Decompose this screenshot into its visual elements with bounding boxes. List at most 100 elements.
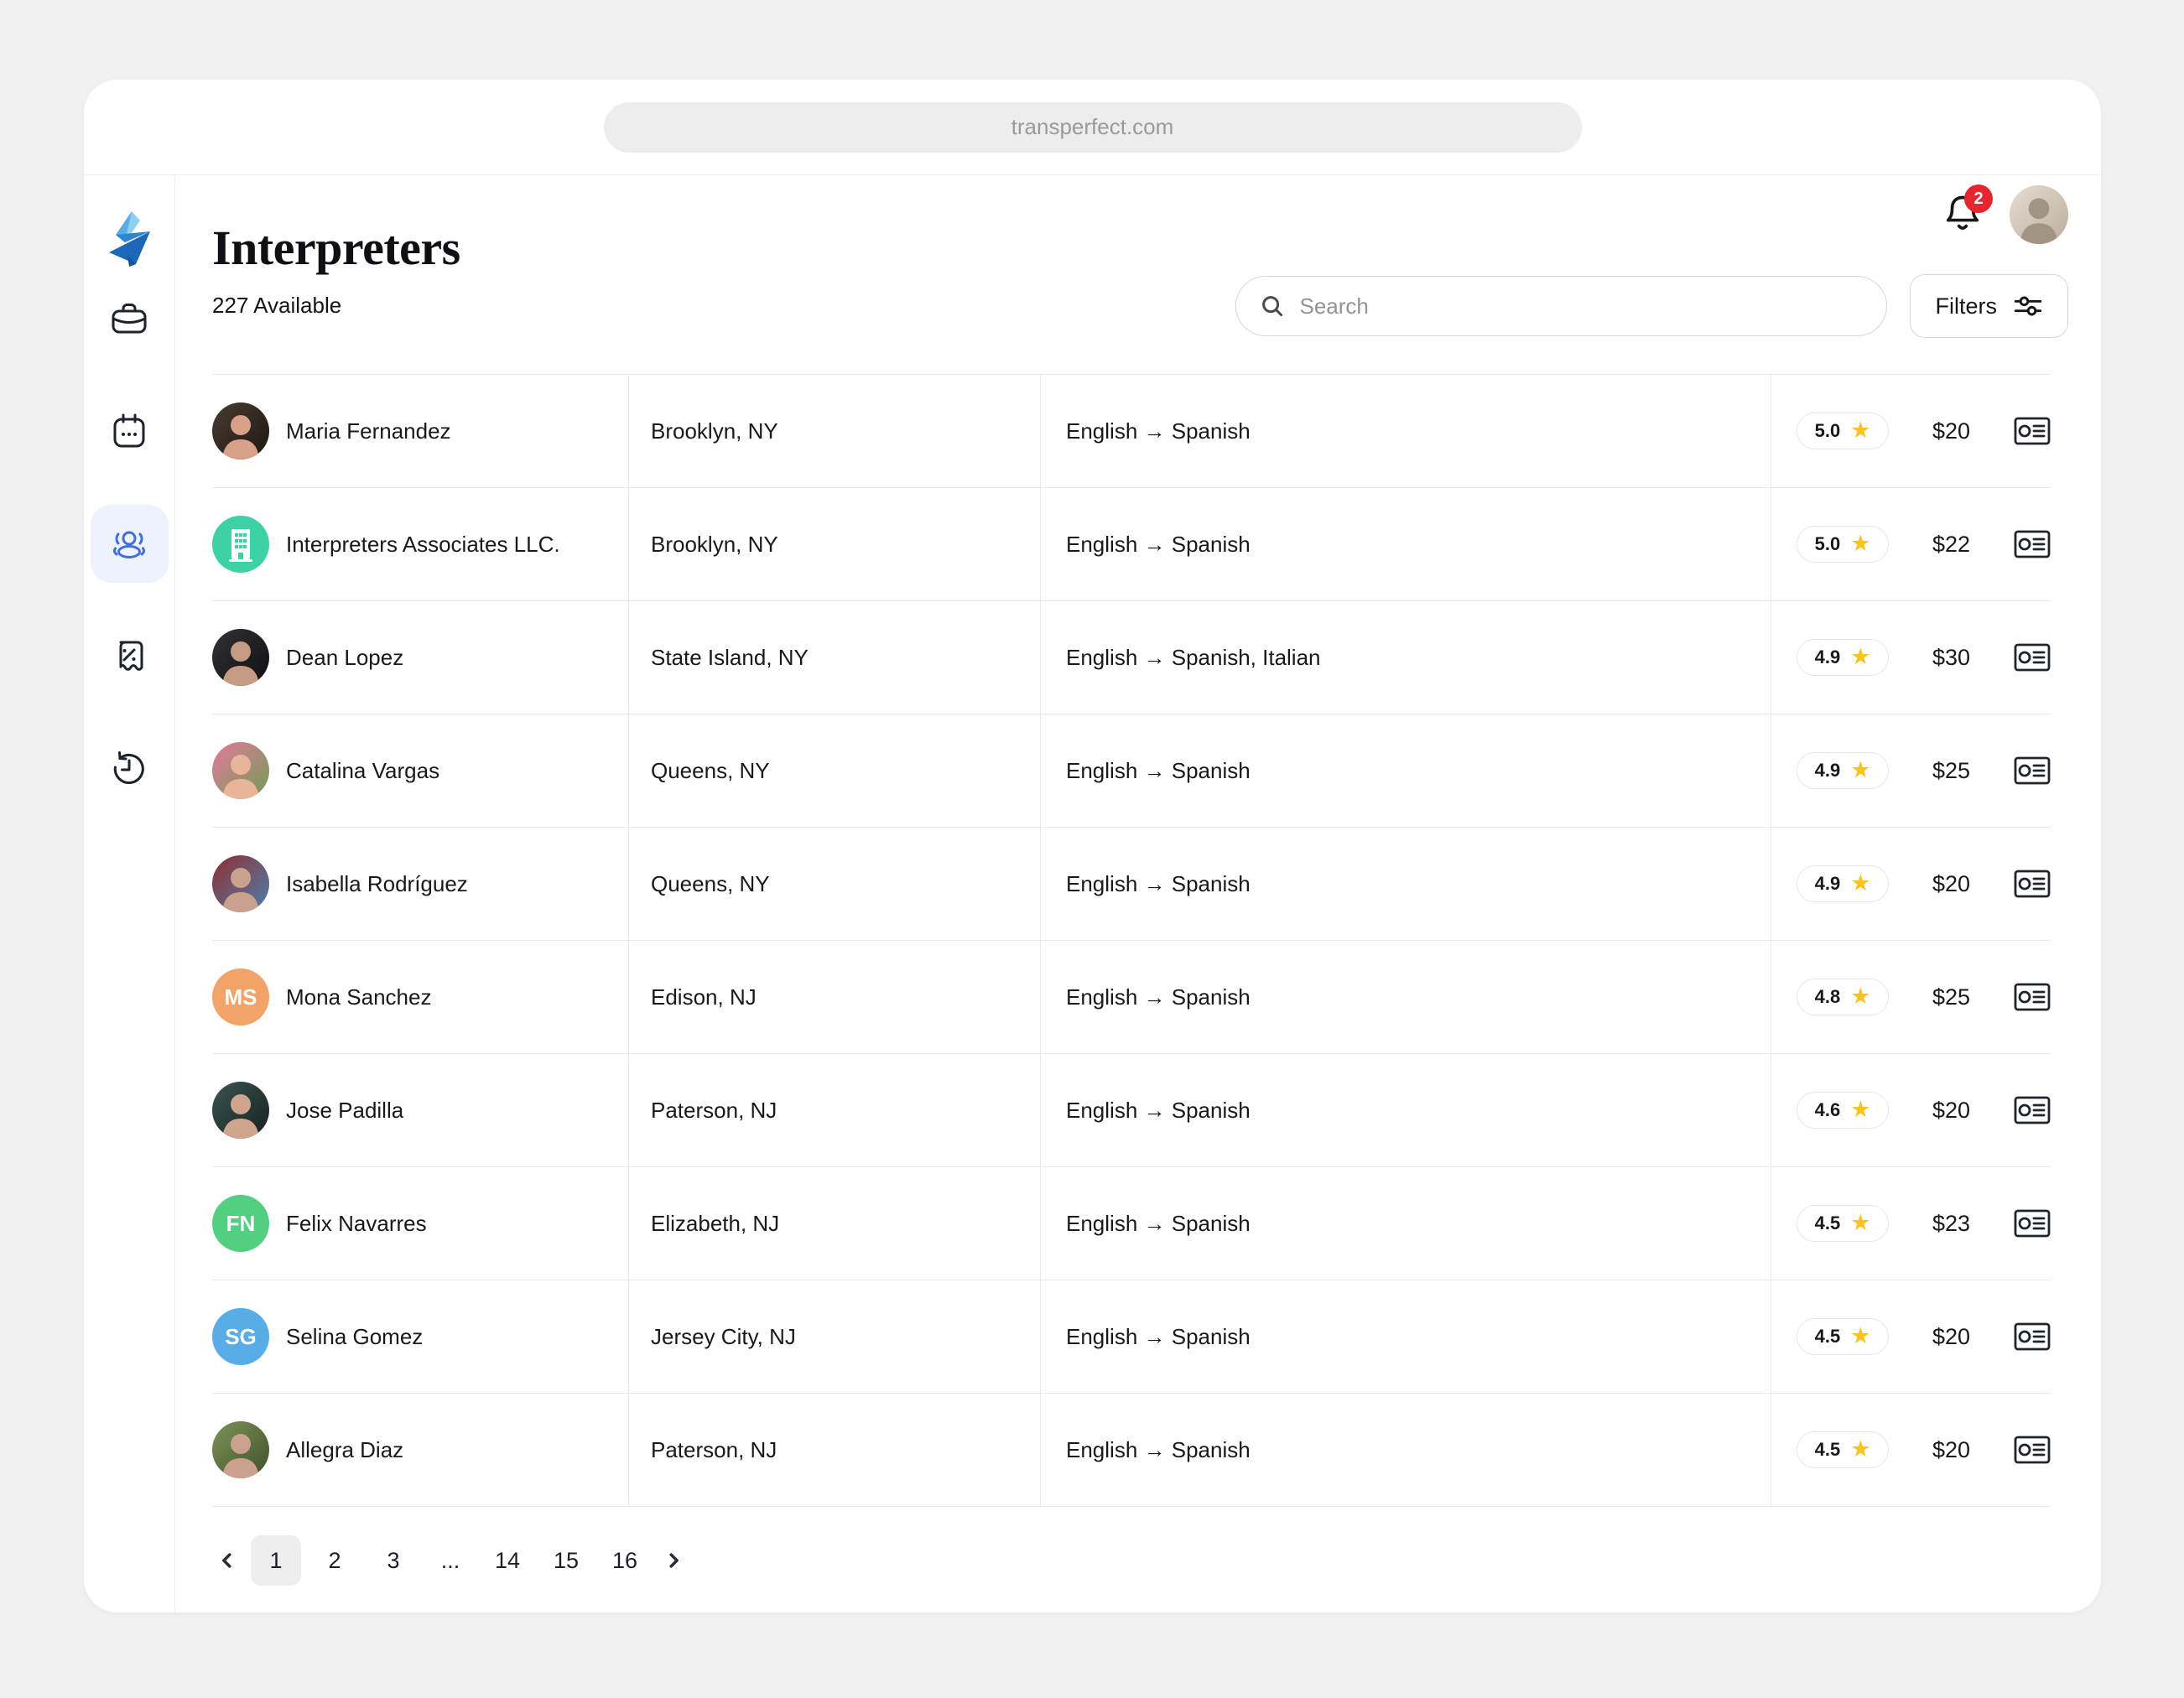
interpreter-cell: Isabella Rodríguez: [212, 828, 628, 940]
view-profile-button[interactable]: [2014, 1322, 2051, 1351]
rate-value: $30: [1932, 644, 1971, 670]
rating-badge: 4.6 ★: [1797, 1092, 1889, 1129]
interpreter-languages: English → Spanish: [1040, 1054, 1771, 1166]
table-row[interactable]: Jose Padilla Paterson, NJ English → Span…: [212, 1054, 2051, 1167]
rating-value: 4.6: [1814, 1099, 1841, 1120]
rate-value: $25: [1932, 984, 1971, 1010]
filters-button[interactable]: Filters: [1909, 274, 2068, 338]
main-panel: Interpreters 227 Available 2: [175, 175, 2101, 1612]
interpreter-languages: English → Spanish: [1040, 828, 1771, 940]
page-button-14[interactable]: 14: [482, 1535, 533, 1586]
sidebar-item-history[interactable]: [91, 730, 169, 807]
star-icon: ★: [1850, 530, 1871, 556]
notifications-button[interactable]: 2: [1941, 184, 1993, 238]
interpreter-cell: Interpreters Associates LLC.: [212, 488, 628, 600]
view-profile-button[interactable]: [2014, 417, 2051, 445]
rating-badge: 5.0 ★: [1797, 526, 1889, 563]
rating-badge: 4.9 ★: [1797, 752, 1889, 789]
rating-value: 4.5: [1814, 1439, 1841, 1460]
rating-cell: 4.5 ★ $20: [1771, 1394, 2051, 1506]
rating-badge: 5.0 ★: [1797, 413, 1889, 449]
contact-card-icon: [2014, 756, 2051, 785]
origami-bird-icon: [109, 211, 150, 267]
rating-value: 5.0: [1814, 420, 1841, 441]
contact-card-icon: [2014, 643, 2051, 672]
rate-value: $20: [1932, 1323, 1971, 1349]
table-row[interactable]: Maria Fernandez Brooklyn, NY English → S…: [212, 375, 2051, 488]
view-profile-button[interactable]: [2014, 870, 2051, 898]
rating-value: 4.5: [1814, 1212, 1841, 1233]
contact-card-icon: [2014, 870, 2051, 898]
interpreter-languages: English → Spanish: [1040, 714, 1771, 827]
interpreter-avatar: [212, 402, 269, 460]
table-row[interactable]: MS Mona Sanchez Edison, NJ English → Spa…: [212, 941, 2051, 1054]
table-row[interactable]: FN Felix Navarres Elizabeth, NJ English …: [212, 1167, 2051, 1280]
search-icon: [1261, 296, 1282, 317]
interpreter-cell: MS Mona Sanchez: [212, 941, 628, 1053]
interpreter-name: Mona Sanchez: [286, 984, 432, 1010]
interpreter-name: Isabella Rodríguez: [286, 870, 468, 896]
table-row[interactable]: Allegra Diaz Paterson, NJ English → Span…: [212, 1394, 2051, 1507]
rate-value: $20: [1932, 1436, 1971, 1462]
view-profile-button[interactable]: [2014, 530, 2051, 558]
star-icon: ★: [1850, 1096, 1871, 1122]
next-page-button[interactable]: [658, 1535, 689, 1586]
page-button-3[interactable]: 3: [368, 1535, 419, 1586]
previous-page-button[interactable]: [212, 1535, 242, 1586]
interpreter-avatar: [212, 516, 269, 573]
rating-cell: 4.6 ★ $20: [1771, 1054, 2051, 1166]
page-button-2[interactable]: 2: [309, 1535, 360, 1586]
briefcase-icon: [112, 303, 147, 333]
interpreter-avatar: [212, 629, 269, 686]
sidebar-item-calendar[interactable]: [91, 392, 169, 470]
pagination: 1 2 3... 14 15 16: [212, 1535, 2051, 1586]
table-row[interactable]: Isabella Rodríguez Queens, NY English → …: [212, 828, 2051, 941]
view-profile-button[interactable]: [2014, 756, 2051, 785]
search-box: [1235, 276, 1887, 336]
view-profile-button[interactable]: [2014, 1209, 2051, 1238]
available-count: 227 Available: [212, 293, 342, 318]
page-title: Interpreters: [212, 221, 460, 275]
sidebar: [84, 175, 175, 1612]
interpreter-name: Allegra Diaz: [286, 1436, 404, 1462]
page-button-15[interactable]: 15: [541, 1535, 591, 1586]
profile-avatar[interactable]: [2010, 185, 2068, 244]
table-row[interactable]: Catalina Vargas Queens, NY English → Spa…: [212, 714, 2051, 828]
view-profile-button[interactable]: [2014, 1436, 2051, 1464]
transperfect-logo[interactable]: [106, 209, 153, 267]
table-row[interactable]: Interpreters Associates LLC. Brooklyn, N…: [212, 488, 2051, 601]
table-row[interactable]: SG Selina Gomez Jersey City, NJ English …: [212, 1280, 2051, 1394]
contact-card-icon: [2014, 417, 2051, 445]
app-content: Interpreters 227 Available 2: [84, 175, 2101, 1612]
rate-value: $20: [1932, 418, 1971, 444]
rate-value: $20: [1932, 1097, 1971, 1123]
sidebar-item-billing[interactable]: [91, 617, 169, 695]
view-profile-button[interactable]: [2014, 1096, 2051, 1124]
interpreter-cell: SG Selina Gomez: [212, 1280, 628, 1393]
contact-card-icon: [2014, 1322, 2051, 1351]
star-icon: ★: [1850, 756, 1871, 782]
rating-badge: 4.5 ★: [1797, 1205, 1889, 1242]
star-icon: ★: [1850, 1322, 1871, 1348]
sidebar-item-jobs[interactable]: [91, 280, 169, 358]
rating-value: 4.5: [1814, 1326, 1841, 1347]
url-bar[interactable]: transperfect.com: [603, 101, 1582, 153]
interpreter-cell: Jose Padilla: [212, 1054, 628, 1166]
search-input[interactable]: [1297, 292, 1863, 320]
rating-value: 4.9: [1814, 646, 1841, 667]
star-icon: ★: [1850, 643, 1871, 669]
history-icon: [113, 750, 144, 784]
interpreter-cell: FN Felix Navarres: [212, 1167, 628, 1280]
view-profile-button[interactable]: [2014, 983, 2051, 1011]
sidebar-item-interpreters[interactable]: [90, 505, 169, 583]
interpreter-languages: English → Spanish: [1040, 941, 1771, 1053]
interpreter-languages: English → Spanish: [1040, 488, 1771, 600]
page-button-16[interactable]: 16: [600, 1535, 650, 1586]
contact-card-icon: [2014, 983, 2051, 1011]
rating-cell: 4.9 ★ $20: [1771, 828, 2051, 940]
table-row[interactable]: Dean Lopez State Island, NY English → Sp…: [212, 601, 2051, 714]
rating-cell: 5.0 ★ $22: [1771, 488, 2051, 600]
rating-badge: 4.5 ★: [1797, 1431, 1889, 1468]
page-button-1[interactable]: 1: [251, 1535, 301, 1586]
view-profile-button[interactable]: [2014, 643, 2051, 672]
